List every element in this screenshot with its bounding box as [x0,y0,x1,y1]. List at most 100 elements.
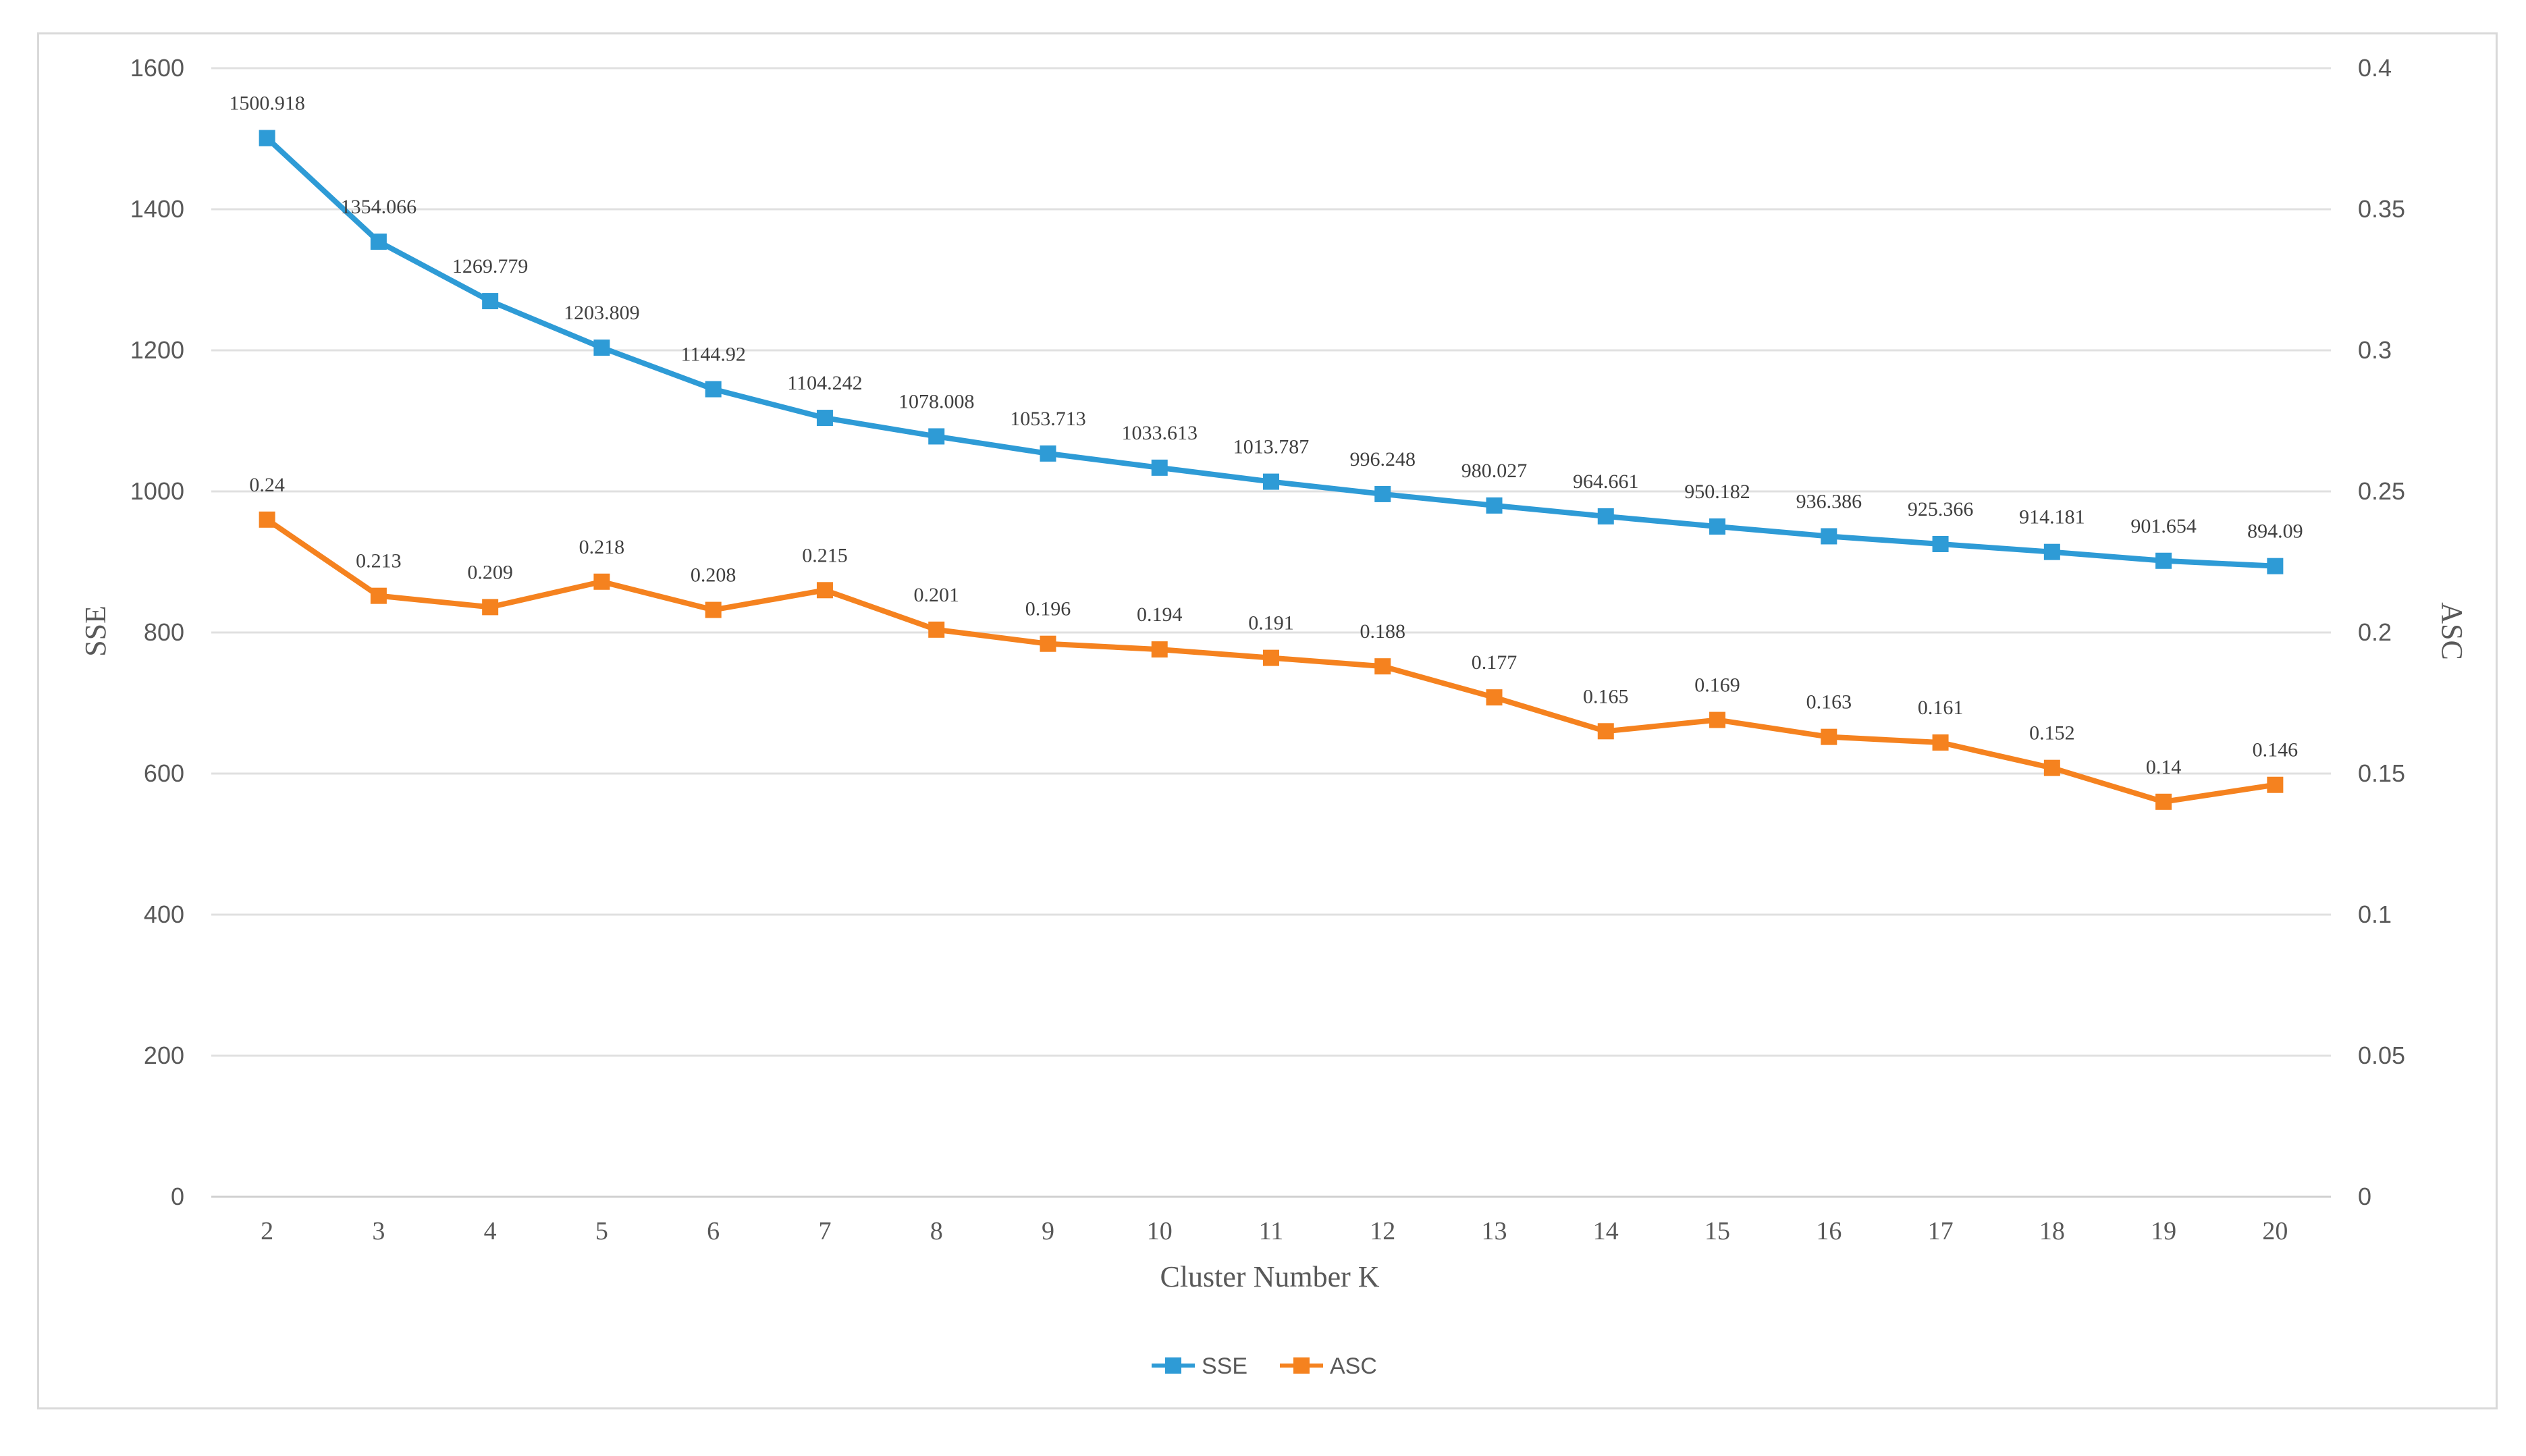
data-point-sse [816,410,833,427]
y-tick-label-left: 1600 [130,54,184,82]
data-label-sse: 1013.787 [1233,436,1310,458]
data-point-sse [705,381,722,398]
x-tick-label: 13 [1482,1217,1507,1245]
data-label-sse: 1078.008 [898,390,975,412]
series-layer [259,130,2284,810]
data-label-sse: 996.248 [1350,448,1416,470]
data-label-asc: 0.177 [1472,651,1517,674]
x-tick-label: 20 [2262,1217,2288,1245]
data-point-sse [1263,473,1279,490]
data-point-sse [1932,535,1949,552]
x-tick-label: 2 [261,1217,273,1245]
data-point-asc [1151,641,1168,658]
data-label-asc: 0.163 [1806,691,1852,713]
legend: SSE ASC [1152,1353,1377,1379]
x-tick-label: 3 [372,1217,385,1245]
y-tick-label-right: 0.25 [2358,477,2405,505]
data-label-sse: 1354.066 [341,196,417,218]
data-label-sse: 1033.613 [1121,422,1198,444]
data-point-asc [1040,635,1056,652]
x-axis-title: Cluster Number K [1160,1260,1379,1293]
legend-label-sse: SSE [1202,1353,1247,1379]
data-point-sse [259,130,275,146]
y-tick-label-right: 0.1 [2358,900,2392,928]
y-tick-label-right: 0.4 [2358,54,2392,82]
data-label-asc: 0.146 [2253,739,2299,761]
chart-frame: 0 0 200 0.05 400 0.1 600 0.15 800 0.2 1000 0.25 1200… [37,32,2498,1409]
data-point-sse [593,340,610,356]
data-point-sse [1709,518,1726,535]
data-label-sse: 914.181 [2019,506,2085,529]
y-axis-title-left: SSE [79,605,112,657]
data-label-asc: 0.165 [1583,685,1629,707]
data-label-asc: 0.208 [691,564,736,587]
y-tick-label-right: 0.3 [2358,336,2392,364]
axis-ticks: 0 0 200 0.05 400 0.1 600 0.15 800 0.2 1000 0.25 1200… [130,54,2405,1245]
x-tick-label: 19 [2151,1217,2176,1245]
y-tick-label-left: 800 [144,618,184,646]
data-label-sse: 964.661 [1573,470,1639,493]
x-tick-label: 18 [2039,1217,2065,1245]
y-tick-label-right: 0 [2358,1183,2371,1210]
y-tick-label-right: 0.15 [2358,759,2405,787]
y-tick-label-right: 0.35 [2358,195,2405,223]
data-point-asc [1821,728,1837,745]
data-label-asc: 0.215 [802,544,848,566]
data-point-sse [1374,485,1391,502]
x-tick-label: 6 [707,1217,720,1245]
data-point-sse [1151,459,1168,476]
y-tick-label-left: 400 [144,900,184,928]
data-point-sse [1821,528,1837,545]
data-label-asc: 0.209 [467,561,513,583]
data-point-asc [2267,776,2284,793]
data-point-asc [1597,723,1614,740]
data-point-asc [593,573,610,590]
data-point-sse [1597,508,1614,524]
legend-label-asc: ASC [1330,1353,1377,1379]
data-point-asc [1932,734,1949,751]
y-tick-label-left: 1200 [130,336,184,364]
data-label-asc: 0.218 [579,536,625,558]
data-label-asc: 0.169 [1694,674,1740,697]
data-label-asc: 0.213 [356,550,402,572]
data-point-sse [1486,497,1503,514]
data-point-sse [2267,558,2284,574]
data-point-sse [2155,552,2172,569]
gridlines [211,67,2331,1198]
data-label-sse: 950.182 [1684,481,1750,503]
data-label-sse: 936.386 [1796,490,1862,512]
data-label-asc: 0.24 [249,474,285,496]
data-labels: 1500.918 1354.066 1269.779 1203.809 1144.92 1… [229,92,2303,778]
x-tick-label: 14 [1593,1217,1619,1245]
data-label-sse: 1500.918 [229,92,305,115]
data-label-asc: 0.194 [1137,603,1183,626]
data-label-sse: 1144.92 [680,344,745,366]
y-tick-label-left: 1400 [130,195,184,223]
data-point-sse [2043,543,2060,560]
line-chart: 0 0 200 0.05 400 0.1 600 0.15 800 0.2 1000 0.25 1200… [79,54,2469,1379]
data-label-asc: 0.188 [1360,620,1406,643]
data-point-asc [1486,689,1503,706]
data-point-asc [2155,793,2172,810]
x-tick-label: 5 [595,1217,608,1245]
data-label-asc: 0.14 [2146,756,2182,778]
legend-marker-sse [1165,1357,1181,1374]
data-point-asc [1263,649,1279,666]
data-point-asc [928,621,945,638]
x-tick-label: 4 [484,1217,497,1245]
data-label-asc: 0.161 [1918,697,1964,719]
y-tick-label-left: 600 [144,759,184,787]
x-tick-label: 12 [1370,1217,1395,1245]
y-tick-label-left: 200 [144,1042,184,1069]
data-point-asc [2043,759,2060,776]
x-tick-label: 16 [1816,1217,1842,1245]
data-label-asc: 0.152 [2029,722,2075,745]
data-point-asc [1709,711,1726,728]
data-point-asc [1374,658,1391,675]
data-label-asc: 0.191 [1248,612,1294,635]
data-label-sse: 894.09 [2247,520,2303,543]
x-tick-label: 8 [930,1217,943,1245]
x-tick-label: 11 [1259,1217,1284,1245]
data-point-asc [259,511,275,528]
data-point-sse [370,234,387,250]
